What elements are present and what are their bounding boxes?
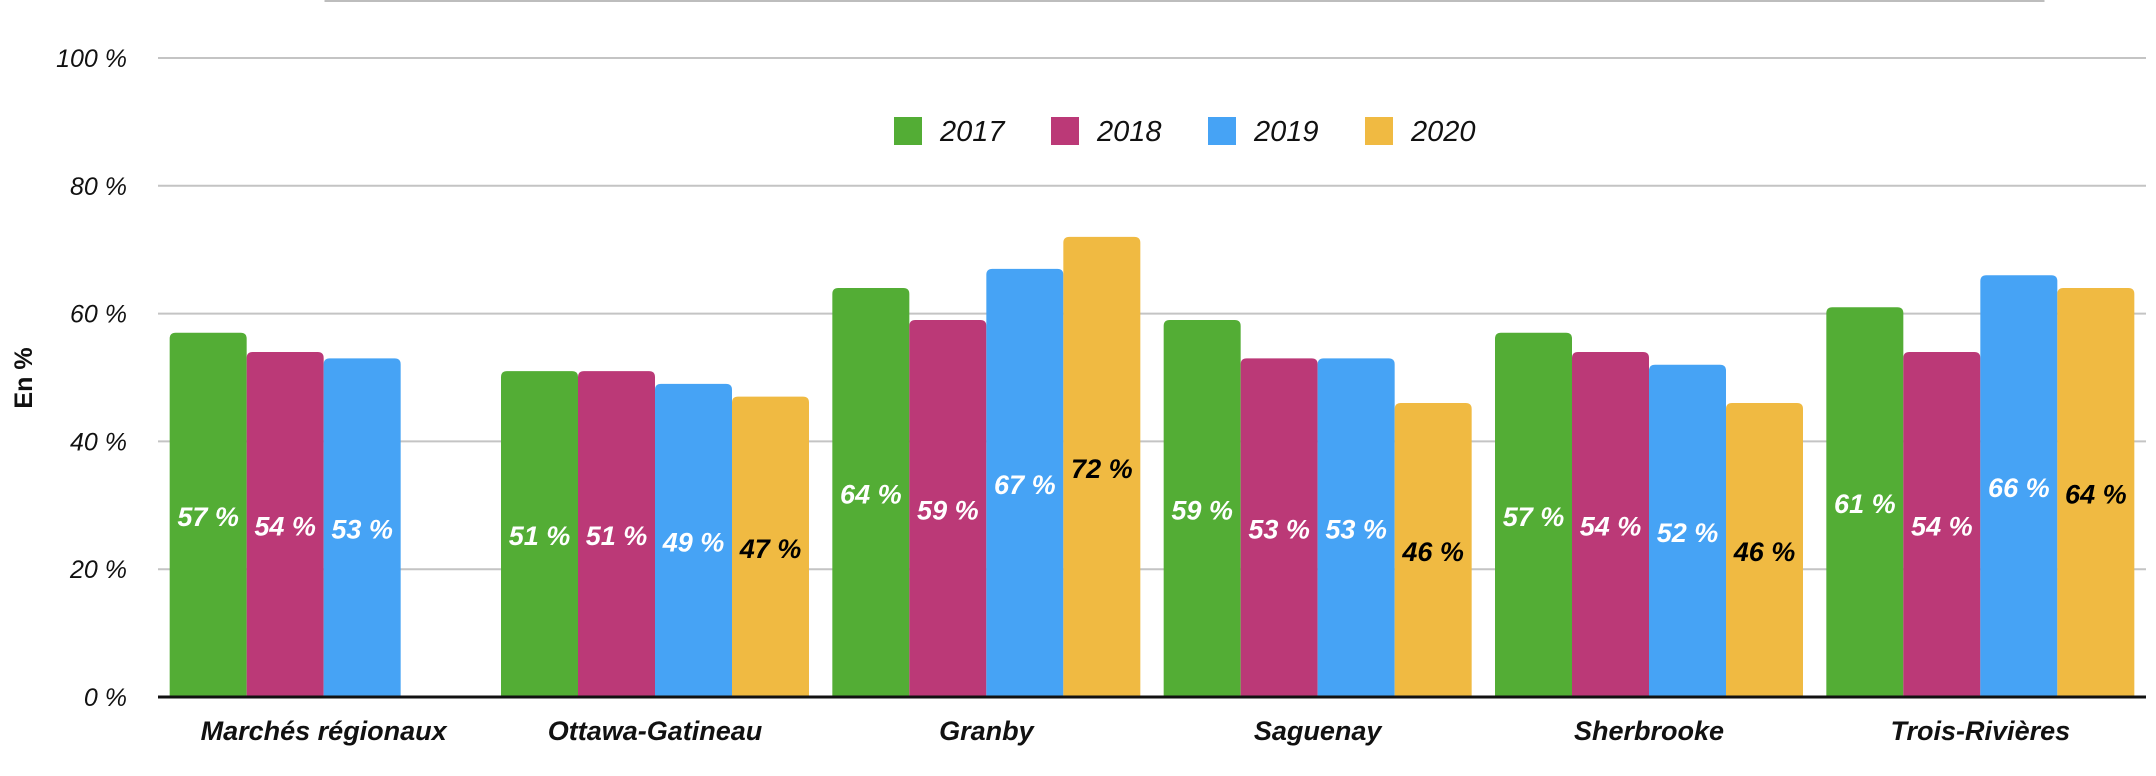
bar bbox=[323, 358, 401, 697]
bar bbox=[1317, 358, 1395, 697]
bar bbox=[2057, 288, 2135, 697]
bars bbox=[169, 236, 2135, 698]
bar bbox=[1163, 319, 1241, 697]
bar bbox=[1726, 403, 1803, 697]
gridlines bbox=[158, 57, 2146, 571]
data-label: 67 % bbox=[994, 470, 1056, 500]
y-tick-label: 40 % bbox=[70, 428, 127, 456]
data-label: 66 % bbox=[1988, 473, 2050, 503]
y-tick-label: 0 % bbox=[84, 684, 127, 712]
data-label: 54 % bbox=[1580, 511, 1642, 541]
bar bbox=[169, 332, 247, 697]
x-category-label: Trois-Rivières bbox=[1891, 716, 2071, 746]
legend-swatch bbox=[1051, 117, 1079, 145]
data-label: 64 % bbox=[2065, 480, 2127, 510]
x-axis-categories: Marchés régionaux Ottawa-Gatineau Granby Sa… bbox=[201, 716, 2071, 746]
data-label: 57 % bbox=[177, 502, 239, 532]
bar bbox=[501, 371, 578, 697]
data-label: 49 % bbox=[662, 527, 725, 557]
legend-item[interactable]: 2019 bbox=[1208, 116, 1319, 148]
bar bbox=[1495, 332, 1572, 697]
bar bbox=[732, 396, 809, 697]
legend-label: 2020 bbox=[1410, 116, 1476, 148]
y-tick-label: 20 % bbox=[69, 556, 127, 584]
data-label: 51 % bbox=[586, 521, 648, 551]
data-label: 53 % bbox=[1248, 515, 1310, 545]
data-label: 64 % bbox=[840, 480, 902, 510]
bar bbox=[1240, 358, 1318, 697]
y-tick-label: 60 % bbox=[70, 301, 127, 329]
data-label: 57 % bbox=[1503, 502, 1565, 532]
data-label: 54 % bbox=[1911, 511, 1973, 541]
legend-swatch bbox=[894, 117, 922, 145]
legend[interactable]: 2017 2018 2019 2020 bbox=[894, 116, 1476, 148]
data-label: 52 % bbox=[1657, 518, 1719, 548]
legend-swatch bbox=[1365, 117, 1393, 145]
bar bbox=[578, 371, 655, 697]
x-category-label: Granby bbox=[939, 716, 1036, 746]
bar bbox=[1394, 403, 1472, 697]
bar bbox=[909, 319, 987, 697]
data-label: 61 % bbox=[1834, 489, 1896, 519]
y-tick-label: 100 % bbox=[56, 45, 127, 73]
x-category-label: Ottawa-Gatineau bbox=[548, 716, 763, 746]
bar bbox=[246, 351, 324, 697]
bar bbox=[655, 383, 732, 697]
bar bbox=[1572, 351, 1649, 697]
bar bbox=[1826, 307, 1904, 697]
bar bbox=[1980, 275, 2058, 697]
y-tick-label: 80 % bbox=[70, 173, 127, 201]
y-axis-title: En % bbox=[10, 347, 38, 408]
legend-item[interactable]: 2020 bbox=[1365, 116, 1476, 148]
legend-label: 2018 bbox=[1096, 116, 1162, 148]
legend-swatch bbox=[1208, 117, 1236, 145]
x-category-label: Saguenay bbox=[1254, 716, 1384, 746]
y-axis-ticks: 0 % 20 % 40 % 60 % 80 % 100 % bbox=[56, 45, 127, 712]
legend-label: 2017 bbox=[939, 116, 1006, 148]
bar bbox=[1063, 236, 1141, 698]
data-label: 46 % bbox=[1733, 537, 1796, 567]
data-label: 53 % bbox=[1325, 515, 1387, 545]
bar bbox=[832, 288, 910, 697]
legend-item[interactable]: 2017 bbox=[894, 116, 1006, 148]
x-category-label: Marchés régionaux bbox=[201, 716, 448, 746]
data-label: 51 % bbox=[509, 521, 571, 551]
data-label: 47 % bbox=[739, 534, 802, 564]
legend-label: 2019 bbox=[1253, 116, 1319, 148]
legend-item[interactable]: 2018 bbox=[1051, 116, 1162, 148]
data-label: 59 % bbox=[917, 495, 979, 525]
data-label: 72 % bbox=[1071, 454, 1133, 484]
data-label: 46 % bbox=[1401, 537, 1464, 567]
data-labels: 57 % 54 % 53 % 51 % 51 % 49 % 47 % 64 % 59 % 67 %… bbox=[177, 454, 2126, 567]
bar bbox=[1903, 351, 1981, 697]
x-category-label: Sherbrooke bbox=[1574, 716, 1724, 746]
data-label: 53 % bbox=[331, 515, 393, 545]
top-table-edge bbox=[324, 0, 2045, 2]
bar bbox=[1649, 364, 1726, 697]
data-label: 59 % bbox=[1171, 495, 1233, 525]
bar bbox=[986, 268, 1064, 697]
data-label: 54 % bbox=[254, 511, 316, 541]
